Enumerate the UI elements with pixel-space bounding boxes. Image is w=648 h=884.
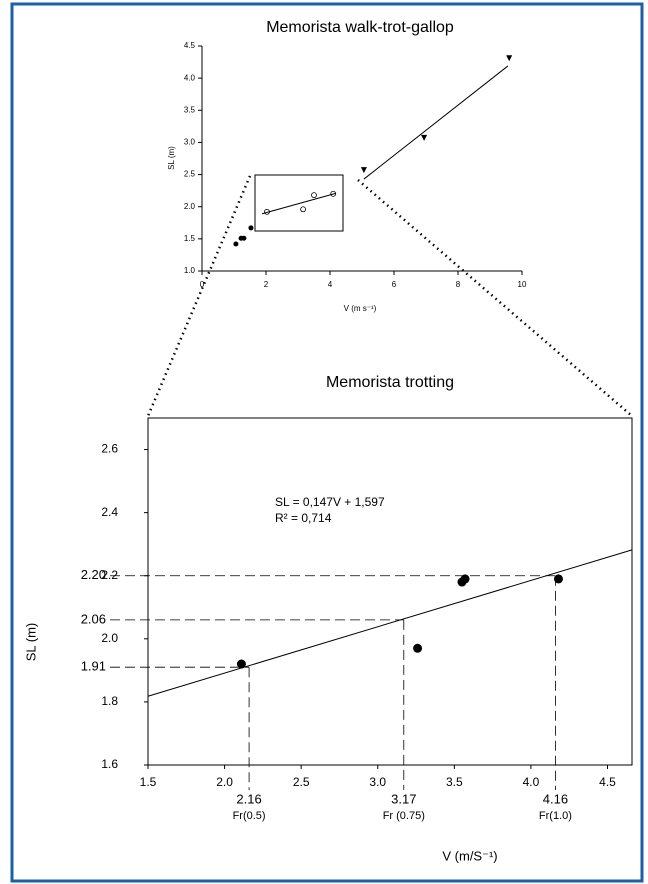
x-tick-label: 2.5 [293, 775, 310, 789]
y-tick-label: 2.5 [184, 170, 196, 179]
y-tick-label: 2.2 [101, 568, 118, 582]
y-tick-label: 2.0 [184, 202, 196, 211]
x-tick-label: 0 [200, 280, 205, 289]
x-tick-label: 8 [456, 280, 461, 289]
reference-v-label: 2.16 [236, 791, 261, 806]
x-tick-label: 4.0 [523, 775, 540, 789]
chart-title: Memorista trotting [326, 374, 454, 391]
x-tick-label: 1.5 [140, 775, 157, 789]
point [360, 167, 367, 174]
fit-line [363, 65, 509, 180]
y-tick-label: 2.6 [101, 442, 118, 456]
y-tick-label: 2.0 [101, 631, 118, 645]
x-tick-label: 10 [518, 280, 527, 289]
reference-fr-label: Fr (0.75) [383, 810, 425, 822]
y-tick-label: 1.6 [101, 757, 118, 771]
x-axis-label: V (m/S⁻¹) [442, 848, 497, 863]
reference-v-label: 3.17 [391, 791, 416, 806]
y-tick-label: 3.0 [184, 138, 196, 147]
reference-fr-label: Fr(0.5) [233, 810, 266, 822]
point [248, 225, 254, 231]
x-axis-label: V (m s⁻¹) [344, 304, 377, 313]
reference-fr-label: Fr(1.0) [539, 810, 572, 822]
point [553, 574, 563, 584]
reference-v-label: 4.16 [543, 791, 568, 806]
point [233, 241, 239, 247]
fit-line [147, 549, 633, 697]
y-tick-label: 3.5 [184, 105, 196, 114]
x-tick-label: 2.0 [216, 775, 233, 789]
point [506, 55, 513, 62]
point [300, 206, 307, 213]
x-tick-label: 3.0 [369, 775, 386, 789]
chart-title: Memorista walk-trot-gallop [266, 19, 454, 36]
y-axis-label: SL (m) [23, 623, 38, 662]
plot-frame [147, 417, 633, 766]
y-tick-label: 1.5 [184, 234, 196, 243]
y-tick-label: 1.8 [101, 694, 118, 708]
x-tick-label: 3.5 [446, 775, 463, 789]
point [421, 134, 428, 141]
reference-sl-label: 2.20 [81, 567, 106, 582]
y-tick-label: 2.4 [101, 505, 118, 519]
y-axis-label: SL (m) [167, 146, 176, 170]
zoom-connector [146, 175, 252, 417]
point [413, 643, 423, 653]
x-tick-label: 2 [264, 280, 269, 289]
point [236, 659, 246, 669]
fit-line [262, 192, 337, 215]
reference-sl-label: 2.06 [81, 611, 106, 626]
point [311, 192, 317, 199]
x-tick-label: 4 [328, 280, 333, 289]
x-tick-label: 6 [392, 280, 397, 289]
point [241, 235, 247, 241]
figure-border [10, 2, 644, 883]
zoom-box [254, 174, 344, 232]
x-tick-label: 4.5 [599, 775, 616, 789]
y-tick-label: 4.5 [184, 41, 196, 50]
point [460, 574, 470, 584]
annotation: SL = 0,147V + 1,597 [275, 495, 385, 509]
y-tick-label: 1.0 [184, 266, 196, 275]
y-tick-label: 4.0 [184, 73, 196, 82]
reference-sl-label: 1.91 [81, 659, 106, 674]
annotation: R² = 0,714 [275, 511, 332, 525]
